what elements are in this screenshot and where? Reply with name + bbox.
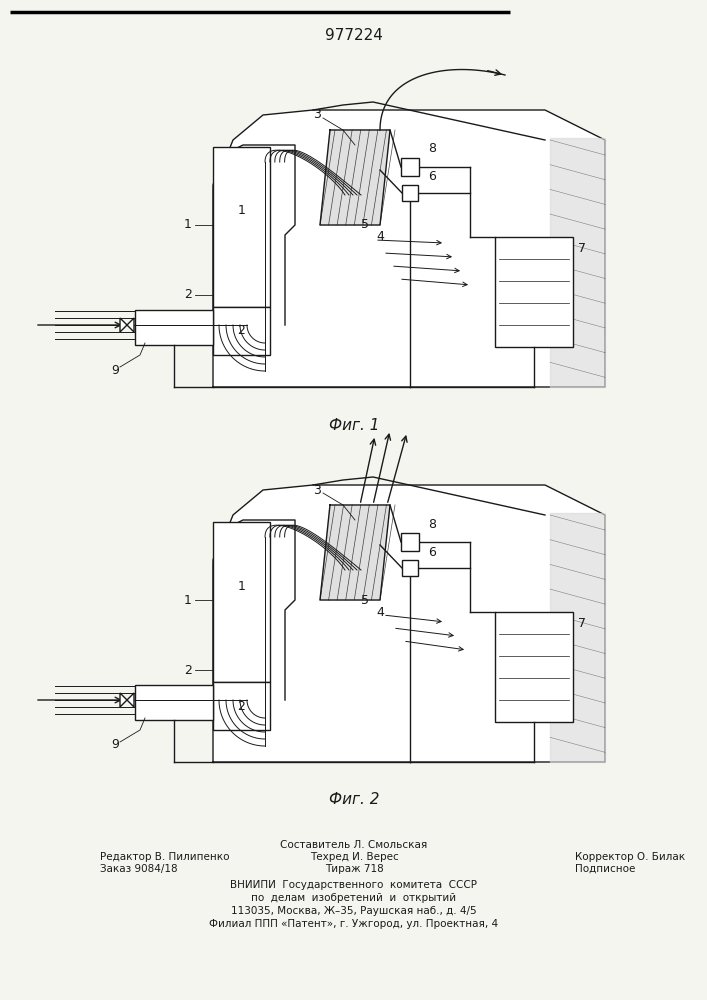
Text: 3: 3 xyxy=(313,484,321,496)
Text: Фиг. 2: Фиг. 2 xyxy=(329,792,379,808)
Text: 9: 9 xyxy=(111,738,119,752)
Bar xyxy=(495,237,573,347)
Text: Филиал ППП «Патент», г. Ужгород, ул. Проектная, 4: Филиал ППП «Патент», г. Ужгород, ул. Про… xyxy=(209,919,498,929)
Text: 7: 7 xyxy=(578,242,586,255)
Text: 4: 4 xyxy=(376,231,384,243)
Text: Составитель Л. Смольская: Составитель Л. Смольская xyxy=(281,840,428,850)
Text: Тираж 718: Тираж 718 xyxy=(325,864,383,874)
Text: по  делам  изобретений  и  открытий: по делам изобретений и открытий xyxy=(252,893,457,903)
Polygon shape xyxy=(550,138,605,387)
Polygon shape xyxy=(550,513,605,762)
Bar xyxy=(401,533,419,551)
Bar xyxy=(402,185,418,201)
Text: 3: 3 xyxy=(313,108,321,121)
Polygon shape xyxy=(320,505,390,600)
Bar xyxy=(213,522,270,682)
Text: 8: 8 xyxy=(428,142,436,155)
Text: 2: 2 xyxy=(184,288,192,302)
Text: 1: 1 xyxy=(238,205,245,218)
Polygon shape xyxy=(320,130,390,225)
Text: ВНИИПИ  Государственного  комитета  СССР: ВНИИПИ Государственного комитета СССР xyxy=(230,880,477,890)
Bar xyxy=(213,682,270,730)
Text: 2: 2 xyxy=(238,700,245,712)
Polygon shape xyxy=(213,145,295,325)
Bar xyxy=(402,560,418,576)
Polygon shape xyxy=(120,318,134,332)
Bar xyxy=(135,310,213,345)
Text: 2: 2 xyxy=(184,664,192,676)
Bar xyxy=(213,307,270,355)
Bar xyxy=(135,685,213,720)
Polygon shape xyxy=(120,693,134,707)
Bar xyxy=(401,158,419,176)
Text: 6: 6 xyxy=(428,546,436,558)
Text: 1: 1 xyxy=(238,580,245,592)
Text: 4: 4 xyxy=(376,605,384,618)
Bar xyxy=(213,147,270,307)
Polygon shape xyxy=(213,520,295,700)
Text: 977224: 977224 xyxy=(325,27,383,42)
Text: 113035, Москва, Ж–35, Раушская наб., д. 4/5: 113035, Москва, Ж–35, Раушская наб., д. … xyxy=(231,906,477,916)
Text: Фиг. 1: Фиг. 1 xyxy=(329,418,379,432)
Text: 1: 1 xyxy=(184,219,192,232)
Text: 6: 6 xyxy=(428,170,436,184)
Text: 7: 7 xyxy=(578,617,586,630)
Text: 8: 8 xyxy=(428,518,436,530)
Polygon shape xyxy=(213,485,605,762)
Text: Корректор О. Билак: Корректор О. Билак xyxy=(575,852,685,862)
Text: 9: 9 xyxy=(111,363,119,376)
Text: Подписное: Подписное xyxy=(575,864,636,874)
Text: Редактор В. Пилипенко: Редактор В. Пилипенко xyxy=(100,852,230,862)
Text: 1: 1 xyxy=(184,593,192,606)
Text: 5: 5 xyxy=(361,219,369,232)
Text: Техред И. Верес: Техред И. Верес xyxy=(310,852,398,862)
Text: 5: 5 xyxy=(361,593,369,606)
Polygon shape xyxy=(213,110,605,387)
Text: Заказ 9084/18: Заказ 9084/18 xyxy=(100,864,177,874)
Bar xyxy=(495,612,573,722)
Text: 2: 2 xyxy=(238,324,245,338)
